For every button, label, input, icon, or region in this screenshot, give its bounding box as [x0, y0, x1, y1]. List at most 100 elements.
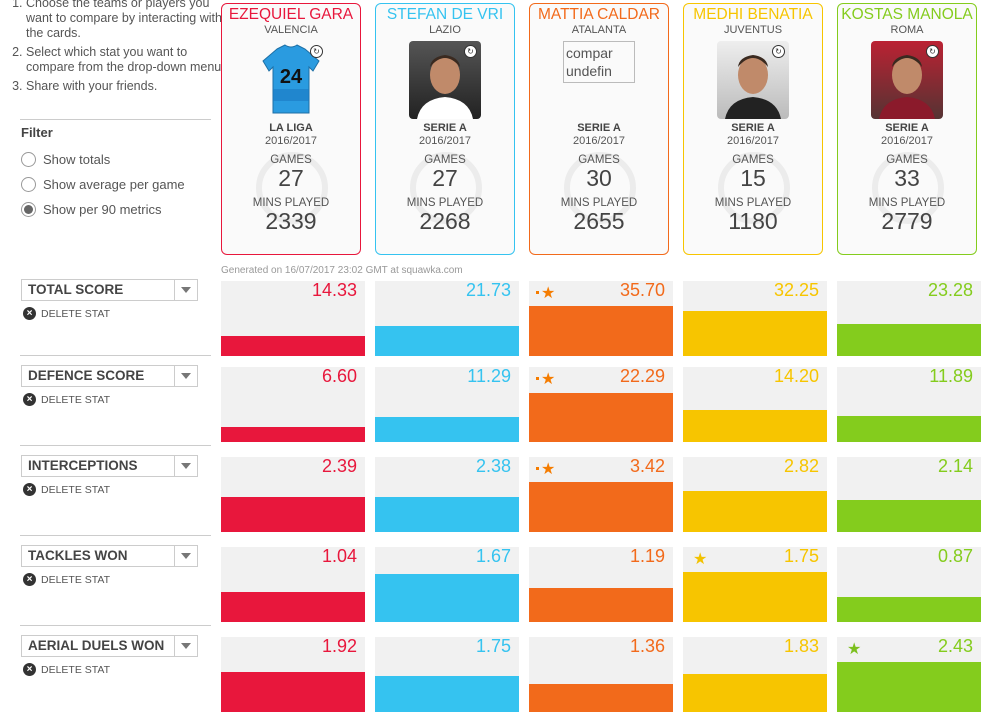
stat-bar: [375, 676, 519, 712]
mins-label: MINS PLAYED: [714, 197, 792, 209]
delete-stat-button[interactable]: × DELETE STAT: [23, 573, 110, 586]
stat-value: 2.38: [475, 457, 511, 476]
games-block: GAMES 30 MINS PLAYED 2655: [530, 152, 668, 238]
stat-value: 1.83: [783, 637, 819, 656]
player-name: MATTIA CALDAR: [537, 6, 660, 23]
stat-value: 14.33: [311, 281, 357, 300]
games-count: 30: [586, 165, 612, 191]
dot-marker: [536, 467, 539, 470]
stat-cell: 1.92: [221, 637, 365, 712]
star-icon: ★: [541, 371, 556, 388]
stat-bar: [375, 497, 519, 532]
player-photo: ↻: [871, 41, 943, 119]
games-block: GAMES 27 MINS PLAYED 2339: [222, 152, 360, 238]
chevron-down-icon[interactable]: [174, 546, 197, 566]
stat-value: 2.39: [321, 457, 357, 476]
radio-show-average[interactable]: Show average per game: [21, 177, 185, 192]
stat-cell: 14.20: [683, 367, 827, 442]
stat-value: 3.42: [629, 457, 665, 476]
broken-image: compar undefin: [563, 41, 635, 83]
stat-cell: 1.36: [529, 637, 673, 712]
swap-icon[interactable]: ↻: [772, 45, 785, 58]
stat-cell: ★ 35.70: [529, 281, 673, 356]
stat-value: 1.67: [475, 547, 511, 566]
player-card[interactable]: MATTIA CALDAR ATALANTA compar undefin SE…: [529, 3, 669, 255]
delete-stat-button[interactable]: × DELETE STAT: [23, 307, 110, 320]
games-block: GAMES 27 MINS PLAYED 2268: [376, 152, 514, 238]
team-name: ATALANTA: [571, 24, 627, 36]
star-icon: ★: [541, 461, 556, 478]
delete-stat-button[interactable]: × DELETE STAT: [23, 483, 110, 496]
radio-button[interactable]: [21, 152, 36, 167]
games-count: 15: [740, 165, 766, 191]
stat-cell: 2.82: [683, 457, 827, 532]
player-name: MEDHI BENATIA: [693, 6, 813, 23]
player-card[interactable]: MEDHI BENATIA JUVENTUS ↻ SERIE A 2016/20…: [683, 3, 823, 255]
chevron-down-icon[interactable]: [174, 366, 197, 386]
radio-label: Show average per game: [43, 177, 185, 192]
star-icon: ★: [541, 285, 556, 302]
instruction-item: Choose the teams or players you want to …: [26, 0, 231, 41]
swap-icon[interactable]: ↻: [310, 45, 323, 58]
stat-dropdown[interactable]: TACKLES WON: [21, 545, 198, 567]
stat-value: 1.36: [629, 637, 665, 656]
stat-value: 22.29: [619, 367, 665, 386]
radio-show-totals[interactable]: Show totals: [21, 152, 110, 167]
stat-name: INTERCEPTIONS: [28, 458, 138, 473]
delete-stat-button[interactable]: × DELETE STAT: [23, 393, 110, 406]
stat-bar: [529, 306, 673, 356]
stat-value: 0.87: [937, 547, 973, 566]
team-name: JUVENTUS: [723, 24, 783, 36]
sidebar: Choose the teams or players you want to …: [0, 0, 225, 689]
stat-bar: [375, 417, 519, 442]
player-card[interactable]: KOSTAS MANOLA ROMA ↻ SERIE A 2016/2017 G…: [837, 3, 977, 255]
stat-value: 1.75: [783, 547, 819, 566]
close-icon: ×: [23, 483, 36, 496]
games-label: GAMES: [270, 154, 312, 166]
stat-bar: [221, 427, 365, 442]
stat-cell: 1.75: [375, 637, 519, 712]
chevron-down-icon[interactable]: [174, 456, 197, 476]
star-icon: ★: [693, 551, 708, 568]
stat-dropdown[interactable]: DEFENCE SCORE: [21, 365, 198, 387]
season: 2016/2017: [881, 135, 933, 147]
delete-stat-label: DELETE STAT: [41, 573, 111, 586]
stat-bar: [837, 324, 981, 356]
stat-value: 6.60: [321, 367, 357, 386]
player-card[interactable]: EZEQUIEL GARA VALENCIA 24 ↻ LA LIGA 2016…: [221, 3, 361, 255]
stat-cell: 2.14: [837, 457, 981, 532]
mins-count: 2268: [419, 208, 471, 234]
chevron-down-icon[interactable]: [174, 636, 197, 656]
delete-stat-button[interactable]: × DELETE STAT: [23, 663, 110, 676]
stat-bar: [683, 572, 827, 622]
stat-dropdown[interactable]: AERIAL DUELS WON: [21, 635, 198, 657]
stat-value: 2.82: [783, 457, 819, 476]
chevron-down-icon[interactable]: [174, 280, 197, 300]
swap-icon[interactable]: ↻: [464, 45, 477, 58]
stat-cell: ★ 1.75: [683, 547, 827, 622]
radio-show-per90[interactable]: Show per 90 metrics: [21, 202, 162, 217]
league-name: SERIE A: [885, 122, 929, 134]
star-icon: ★: [847, 641, 862, 658]
stat-cell: 11.29: [375, 367, 519, 442]
stat-name: TOTAL SCORE: [28, 282, 124, 297]
stat-cell: 0.87: [837, 547, 981, 622]
games-label: GAMES: [578, 154, 620, 166]
swap-icon[interactable]: ↻: [926, 45, 939, 58]
stat-dropdown[interactable]: TOTAL SCORE: [21, 279, 198, 301]
stat-name: DEFENCE SCORE: [28, 368, 145, 383]
stat-bar: [221, 497, 365, 532]
stat-bar: [221, 336, 365, 356]
stat-dropdown[interactable]: INTERCEPTIONS: [21, 455, 198, 477]
games-label: GAMES: [424, 154, 466, 166]
games-block: GAMES 15 MINS PLAYED 1180: [684, 152, 822, 238]
close-icon: ×: [23, 573, 36, 586]
radio-button[interactable]: [21, 177, 36, 192]
delete-stat-label: DELETE STAT: [41, 393, 111, 406]
team-name: LAZIO: [429, 24, 461, 36]
player-card[interactable]: STEFAN DE VRI LAZIO ↻ SERIE A 2016/2017 …: [375, 3, 515, 255]
radio-button-checked[interactable]: [21, 202, 36, 217]
stat-value: 1.19: [629, 547, 665, 566]
stat-value: 32.25: [773, 281, 819, 300]
stat-bar: [837, 416, 981, 442]
